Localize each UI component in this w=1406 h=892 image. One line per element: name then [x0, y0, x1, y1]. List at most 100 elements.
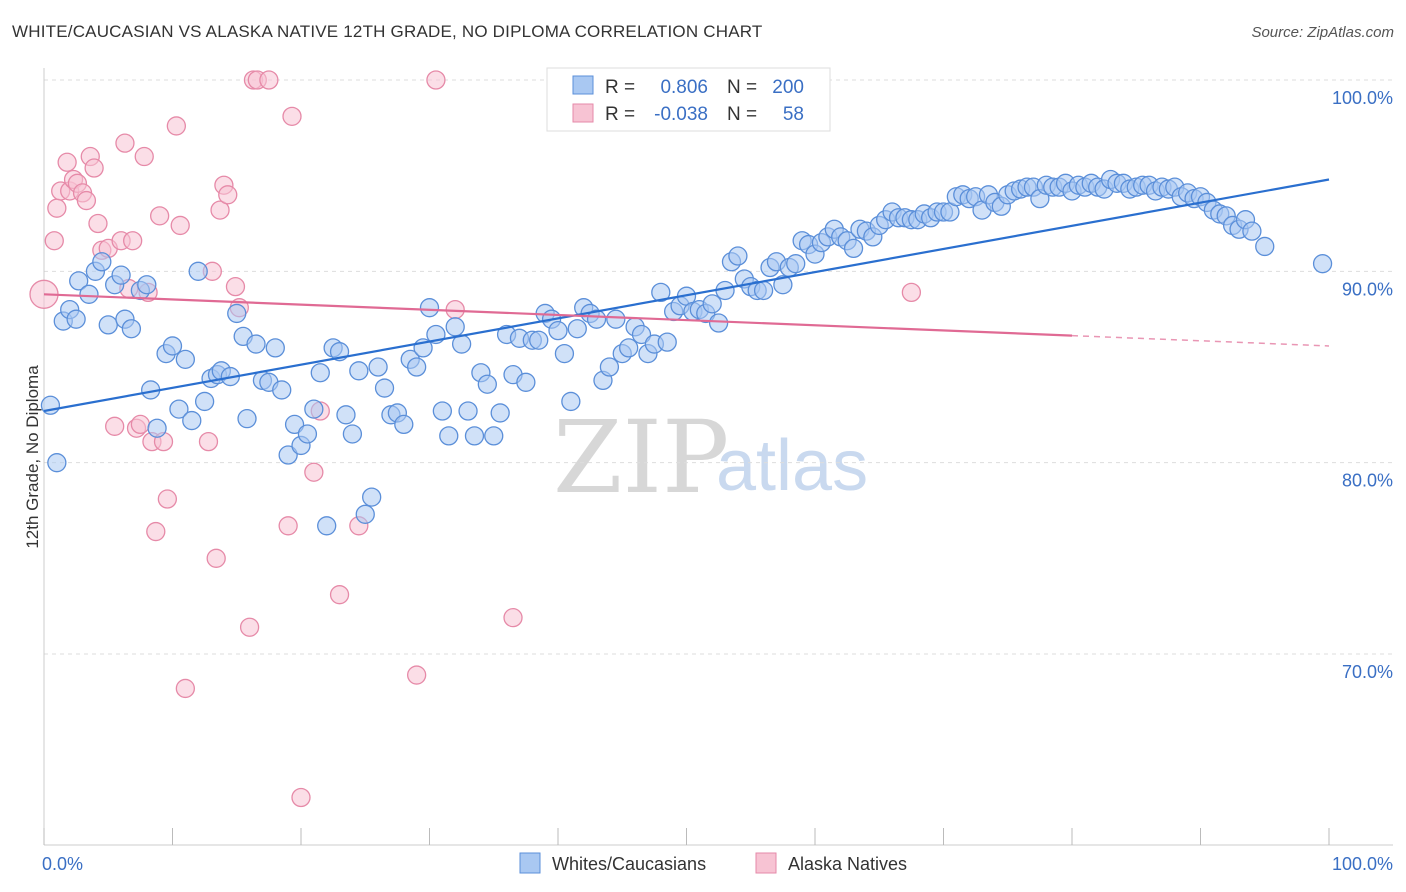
series-legend-label-alaska: Alaska Natives — [788, 854, 907, 874]
alaska-point-2 — [47, 198, 67, 218]
whites-point-9 — [98, 315, 118, 335]
source-label: Source: ZipAtlas.com — [1251, 24, 1394, 41]
whites-point-104 — [708, 313, 729, 333]
whites-point-125 — [843, 238, 864, 259]
legend-swatch-pink — [572, 103, 594, 123]
whites-point-31 — [237, 409, 257, 429]
whites-point-70 — [490, 403, 510, 423]
legend-r-value-0: 0.806 — [660, 77, 708, 98]
whites-point-48 — [349, 361, 369, 381]
whites-point-114 — [773, 275, 793, 295]
legend-r-label-1: R = — [605, 104, 635, 125]
stats-legend-box — [546, 67, 831, 132]
whites-point-87 — [599, 357, 620, 377]
legend-n-label-1: N = — [727, 104, 757, 125]
y-tick-label-3: 100.0% — [1332, 88, 1393, 108]
whites-point-76 — [529, 330, 549, 350]
whites-point-37 — [278, 445, 298, 465]
whites-point-88 — [606, 309, 626, 329]
alaska-point-21 — [130, 414, 151, 435]
alaska-point-37 — [218, 185, 238, 205]
whites-point-43 — [317, 516, 337, 536]
whites-point-20 — [169, 399, 189, 419]
whites-point-95 — [651, 282, 671, 303]
watermark-zip: ZIP — [553, 399, 729, 516]
whites-point-116 — [786, 254, 806, 274]
alaska-point-32 — [198, 431, 219, 452]
whites-point-50 — [362, 487, 382, 507]
whites-trend-line — [43, 178, 1330, 413]
whites-point-47 — [342, 424, 363, 444]
alaska-point-22 — [134, 146, 154, 167]
series-legend-label-whites: Whites/Caucasians — [552, 854, 706, 874]
whites-point-4 — [66, 309, 86, 329]
whites-point-55 — [394, 414, 414, 435]
whites-point-61 — [432, 401, 453, 421]
alaska-point-40 — [239, 617, 260, 637]
alaska-point-38 — [225, 276, 246, 297]
whites-point-74 — [516, 372, 536, 392]
whites-point-63 — [445, 317, 465, 337]
alaska-point-31 — [175, 678, 196, 699]
whites-point-41 — [304, 399, 324, 419]
whites-point-62 — [439, 426, 459, 446]
alaska-point-54 — [503, 607, 523, 628]
alaska-point-4 — [57, 152, 77, 172]
whites-point-85 — [586, 309, 607, 329]
legend-n-value-1: 58 — [783, 104, 804, 125]
alaska-point-25 — [146, 521, 166, 542]
alaska-point-43 — [259, 70, 279, 90]
alaska-point-11 — [84, 158, 104, 178]
whites-point-32 — [246, 334, 266, 354]
whites-point-79 — [548, 320, 568, 341]
whites-point-188 — [1255, 236, 1275, 257]
whites-point-40 — [297, 424, 318, 444]
alaska-point-51 — [406, 665, 427, 685]
whites-point-49 — [355, 504, 375, 524]
stats-legend: R = 0.806 N = 200 R = -0.038 N = 58 — [546, 67, 831, 132]
alaska-point-45 — [282, 106, 302, 127]
legend-r-value-1: -0.038 — [654, 104, 708, 125]
alaska-point-26 — [149, 206, 170, 226]
alaska-point-52 — [426, 70, 446, 90]
whites-point-92 — [631, 324, 652, 345]
whites-point-82 — [567, 319, 587, 339]
series-legend: Whites/Caucasians Alaska Natives — [519, 852, 907, 874]
whites-point-15 — [137, 275, 157, 295]
watermark-atlas: atlas — [716, 426, 868, 506]
series-legend-swatch-alaska — [755, 852, 777, 874]
alaska-trend-line — [43, 293, 1073, 337]
whites-point-6 — [79, 284, 99, 304]
alaska-point-29 — [166, 116, 187, 136]
y-axis-label: 12th Grade, No Diploma — [23, 365, 42, 549]
whites-point-66 — [464, 426, 485, 446]
y-tick-labels: 70.0% 80.0% 90.0% 100.0% — [1332, 88, 1393, 682]
whites-point-22 — [182, 410, 202, 431]
whites-point-187 — [1242, 221, 1262, 241]
whites-point-23 — [188, 261, 208, 281]
whites-point-68 — [477, 374, 497, 394]
grid-lines — [44, 79, 1393, 655]
alaska-point-30 — [170, 215, 190, 236]
alaska-point-28 — [157, 489, 178, 509]
y-tick-label-2: 90.0% — [1342, 279, 1393, 299]
alaska-point-1 — [44, 231, 64, 251]
alaska-point-47 — [304, 462, 324, 482]
x-tick-label-min: 0.0% — [42, 854, 83, 874]
whites-point-24 — [194, 391, 215, 412]
alaska-trend-line-extension — [1071, 334, 1330, 347]
whites-point-96 — [657, 332, 677, 352]
whites-point-111 — [753, 280, 774, 301]
whites-point-36 — [272, 380, 292, 400]
alaska-point-12 — [88, 213, 108, 234]
x-tick-marks — [43, 828, 1330, 845]
whites-point-81 — [561, 391, 581, 412]
series-legend-swatch-whites — [519, 852, 541, 874]
alaska-point-46 — [291, 787, 311, 808]
alaska-point-35 — [210, 200, 230, 220]
whites-point-11 — [111, 265, 131, 285]
whites-point-46 — [336, 405, 356, 425]
whites-point-51 — [368, 357, 388, 377]
legend-r-label-0: R = — [605, 77, 635, 98]
axes — [43, 68, 1393, 846]
